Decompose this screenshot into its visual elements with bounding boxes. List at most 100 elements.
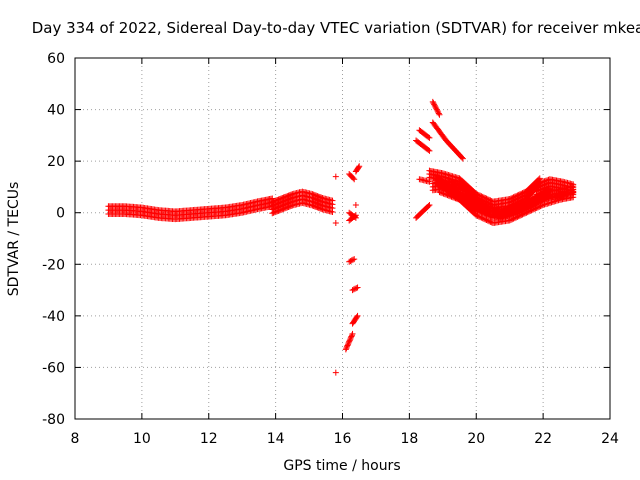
data-point <box>533 204 540 211</box>
data-point <box>513 209 520 216</box>
data-point <box>515 213 522 220</box>
y-tick-label: 60 <box>47 51 65 67</box>
data-point <box>448 193 455 200</box>
data-point <box>444 192 451 199</box>
data-point <box>514 213 521 220</box>
x-tick-label: 10 <box>133 431 151 447</box>
data-point <box>426 201 433 208</box>
data-point <box>332 220 339 227</box>
data-point <box>440 185 447 192</box>
data-point <box>437 189 444 196</box>
x-tick-label: 18 <box>400 431 418 447</box>
data-point <box>533 191 540 198</box>
data-point <box>458 154 465 161</box>
data-point <box>487 213 494 220</box>
data-point <box>528 202 535 209</box>
data-point <box>510 210 517 217</box>
chart-title: Day 334 of 2022, Sidereal Day-to-day VTE… <box>32 19 640 37</box>
data-point <box>350 286 357 293</box>
data-point <box>516 212 523 219</box>
data-point <box>536 198 543 205</box>
data-point <box>452 190 459 197</box>
y-axis-label: SDTVAR / TECUs <box>6 182 22 297</box>
data-point <box>430 100 437 107</box>
grid <box>75 58 610 419</box>
data-point <box>522 210 529 217</box>
data-point <box>509 216 516 223</box>
data-point <box>443 191 450 198</box>
data-point <box>453 195 460 202</box>
data-point <box>514 208 521 215</box>
y-tick-label: -80 <box>42 412 65 428</box>
data-point <box>356 163 363 170</box>
data-point <box>347 334 354 341</box>
data-point <box>436 189 443 196</box>
data-point <box>538 202 545 209</box>
data-point <box>525 203 532 210</box>
data-point <box>486 218 493 225</box>
data-point <box>431 101 438 108</box>
data-point <box>447 188 454 195</box>
x-tick-label: 8 <box>71 431 80 447</box>
data-point <box>516 207 523 214</box>
data-point <box>349 287 356 294</box>
data-point <box>477 214 484 221</box>
data-point <box>478 209 485 216</box>
data-point <box>444 187 451 194</box>
data-point <box>453 190 460 197</box>
data-point <box>346 337 353 344</box>
data-point <box>433 105 440 112</box>
data-point <box>448 188 455 195</box>
data-point <box>533 199 540 206</box>
data-point <box>436 111 443 118</box>
data-point <box>483 217 490 224</box>
x-tick-label: 12 <box>200 431 218 447</box>
data-point <box>354 312 361 319</box>
data-point <box>343 343 350 350</box>
data-point <box>342 346 349 353</box>
data-point <box>425 202 432 209</box>
data-point <box>486 213 493 220</box>
data-point <box>441 191 448 198</box>
data-point <box>518 212 525 219</box>
data-point <box>480 215 487 222</box>
data-point <box>347 258 354 265</box>
data-point <box>536 203 543 210</box>
y-tick-label: -40 <box>42 309 65 325</box>
data-point <box>532 200 539 207</box>
data-point <box>425 146 432 153</box>
data-point <box>350 175 357 182</box>
data-point <box>524 203 531 210</box>
data-point <box>510 215 517 222</box>
data-point <box>445 192 452 199</box>
data-point <box>437 184 444 191</box>
data-point <box>439 184 446 191</box>
y-tick-label: 40 <box>47 103 65 119</box>
data-point <box>519 206 526 213</box>
data-point <box>479 210 486 217</box>
data-point <box>538 189 545 196</box>
data-point <box>531 200 538 207</box>
x-tick-label: 14 <box>267 431 285 447</box>
data-point <box>332 173 339 180</box>
data-point <box>451 194 458 201</box>
data-point <box>540 189 547 196</box>
data-point <box>355 164 362 171</box>
data-point <box>520 205 527 212</box>
data-point <box>523 209 530 216</box>
data-point <box>353 313 360 320</box>
data-point <box>345 339 352 346</box>
data-point <box>507 211 514 218</box>
data-point <box>351 256 358 263</box>
data-point <box>483 211 490 218</box>
data-point <box>482 216 489 223</box>
data-point <box>529 201 536 208</box>
data-point <box>345 341 352 348</box>
data-point <box>435 109 442 116</box>
data-point <box>459 155 466 162</box>
x-axis-label: GPS time / hours <box>283 458 400 474</box>
data-point <box>478 214 485 221</box>
data-point <box>480 210 487 217</box>
data-point <box>518 206 525 213</box>
